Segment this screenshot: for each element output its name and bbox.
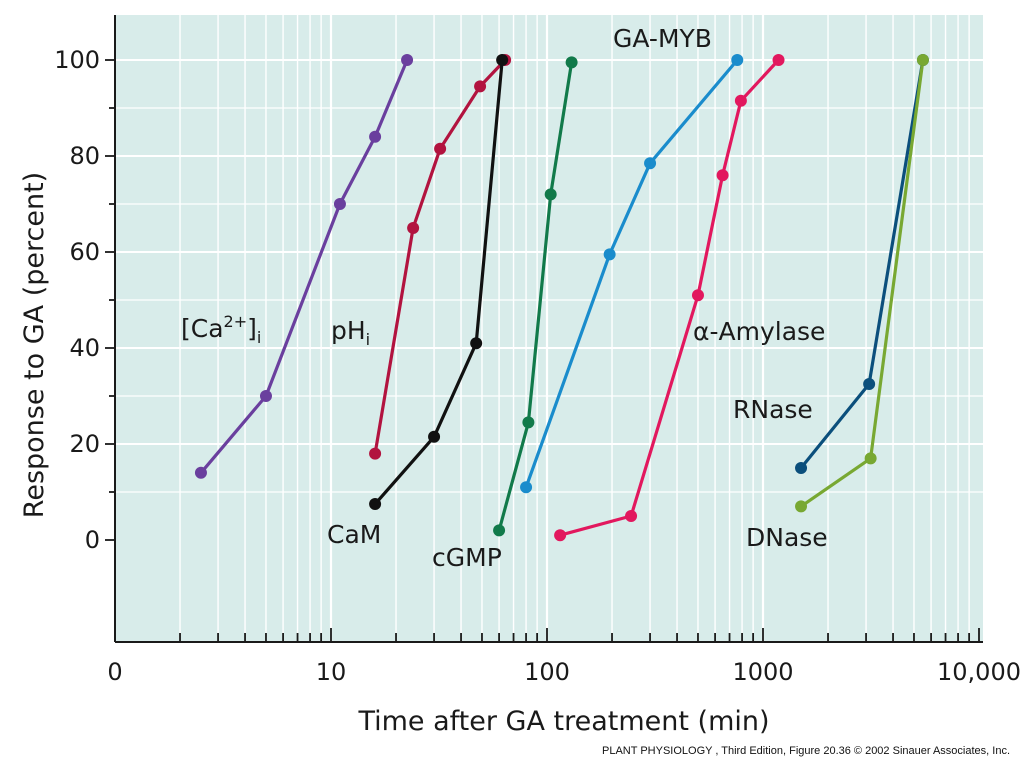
data-point-phi	[369, 447, 382, 460]
data-point-cam	[369, 498, 382, 510]
y-tick-label: 100	[54, 46, 100, 74]
data-point-ca2-i	[333, 198, 346, 210]
data-point-cam	[470, 337, 483, 350]
x-tick-label: 1000	[732, 658, 793, 686]
data-point-ga-myb	[731, 54, 744, 66]
x-tick-label: 0	[107, 658, 122, 686]
series-label-ga-myb: GA-MYB	[613, 24, 712, 53]
figure-credit: PLANT PHYSIOLOGY , Third Edition, Figure…	[602, 745, 1010, 757]
y-tick-label: 80	[69, 142, 100, 170]
data-point-phi	[434, 142, 447, 155]
data-point-amylase	[716, 169, 729, 182]
x-tick-label: 100	[524, 658, 570, 686]
data-point-cgmp	[544, 188, 557, 201]
data-point-rnase	[795, 462, 808, 474]
series-label-dnase: DNase	[746, 523, 828, 552]
data-point-ca2-i	[194, 466, 207, 479]
series-label-phi: pHi	[331, 316, 370, 349]
series-line-amylase	[558, 58, 781, 537]
y-tick-label: 20	[69, 430, 100, 458]
x-tick-label: 10	[316, 658, 347, 686]
data-point-ga-myb	[644, 157, 657, 170]
series-label-ca2-i: [Ca2+]i	[181, 312, 261, 347]
data-point-amylase	[554, 529, 567, 542]
x-ticks: 0 10 100 1000 10,000	[107, 628, 1021, 686]
data-point-amylase	[734, 94, 747, 107]
data-point-cam	[428, 430, 441, 443]
series-label-amylase: α-Amylase	[693, 317, 825, 346]
data-point-phi	[474, 80, 487, 93]
data-point-amylase	[772, 54, 785, 66]
series-line-ga-myb	[524, 58, 739, 489]
data-point-dnase	[795, 500, 808, 513]
y-axis-title: Response to GA (percent)	[19, 172, 50, 518]
series-label-cam: CaM	[327, 520, 381, 549]
data-point-amylase	[625, 510, 638, 522]
plot-background	[115, 15, 983, 642]
x-axis-title: Time after GA treatment (min)	[357, 706, 769, 737]
data-point-ca2-i	[401, 54, 414, 66]
y-tick-label: 40	[69, 334, 100, 362]
data-point-rnase	[863, 378, 876, 390]
series-label-cgmp: cGMP	[432, 543, 502, 572]
data-point-ga-myb	[603, 248, 616, 261]
series-line-cgmp	[497, 60, 574, 532]
axes	[114, 15, 983, 643]
series-points	[194, 54, 929, 542]
series-label-rnase: RNase	[733, 395, 813, 424]
data-point-cam	[496, 54, 509, 66]
series-labels: [Ca2+]i pHi CaM cGMP GA-MYB α-Amylase RNase DNa…	[181, 24, 828, 572]
y-ticks: 0 20 40 60 80 100	[54, 46, 115, 554]
data-point-amylase	[691, 289, 704, 302]
x-tick-label: 10,000	[937, 658, 1021, 686]
data-point-ca2-i	[259, 390, 272, 402]
data-point-phi	[407, 222, 420, 234]
y-tick-label: 0	[85, 526, 100, 554]
data-point-ca2-i	[369, 130, 382, 143]
data-point-cgmp	[493, 524, 506, 537]
data-point-cgmp	[522, 416, 535, 429]
data-point-ga-myb	[520, 481, 533, 494]
data-point-dnase	[916, 54, 929, 66]
data-point-cgmp	[565, 56, 578, 69]
y-tick-label: 60	[69, 238, 100, 266]
data-point-dnase	[864, 452, 877, 465]
series-line-cam	[373, 58, 504, 506]
